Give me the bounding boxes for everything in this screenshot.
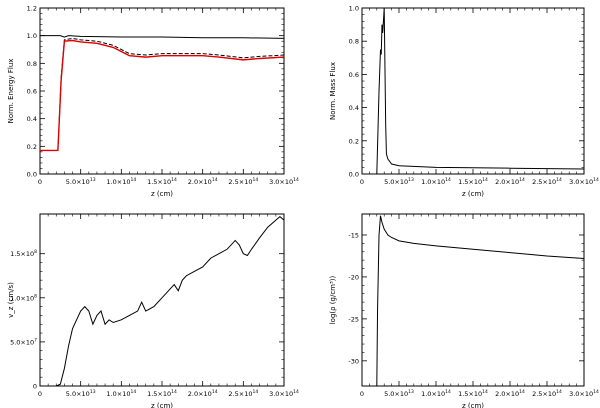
x-tick-label: 2.0×1014 (495, 177, 525, 186)
y-tick-label: 0.4 (349, 104, 359, 112)
plot-frame (361, 7, 585, 175)
series-line-3 (40, 39, 285, 152)
x-tick-label: 1.0×1014 (421, 389, 451, 398)
x-tick-label: 1.5×1014 (458, 389, 488, 398)
y-tick-label: 0.4 (27, 115, 37, 123)
x-axis-label: z (cm) (151, 402, 173, 408)
chart-panel-2: 0 5.0×1013 1.0×1014 1.5×1014 2.0×1014 2.5×101… (329, 5, 599, 199)
x-tick-label: 0 (38, 390, 42, 398)
x-tick-label: 2.0×1014 (188, 389, 218, 398)
y-axis-label: Norm. Energy Flux (7, 59, 15, 124)
series-line-1 (40, 35, 285, 39)
y-tick-label: 1.0 (349, 5, 359, 13)
y-axis-label: v_z (cm/s) (7, 282, 15, 318)
y-tick-label: 5.0×107 (10, 337, 37, 346)
series-line-1 (362, 215, 585, 387)
x-tick-label: 5.0×1013 (66, 389, 96, 398)
x-tick-label: 1.0×1014 (106, 389, 136, 398)
x-tick-label: 1.0×1014 (421, 177, 451, 186)
x-tick-label: 5.0×1013 (384, 177, 414, 186)
x-tick-label: 0 (38, 178, 42, 186)
x-tick-label: 0 (360, 178, 364, 186)
y-tick-label: -20 (348, 273, 359, 281)
series-line-1 (362, 7, 585, 175)
y-axis-label: Norm. Mass Flux (329, 62, 337, 120)
y-tick-label: -15 (348, 231, 359, 239)
plot-frame (361, 213, 585, 387)
y-tick-label: 0.8 (349, 38, 359, 46)
x-tick-label: 1.5×1014 (147, 389, 177, 398)
y-tick-label: 0 (33, 383, 37, 391)
chart-panel-3: 0 5.0×1013 1.0×1014 1.5×1014 2.0×1014 2.5×101… (7, 213, 299, 408)
y-axis-label: log(ρ (g/cm³)) (329, 275, 337, 324)
y-tick-label: -30 (348, 357, 359, 365)
y-tick-label: 1.0 (27, 32, 37, 40)
chart-panel-4: 0 5.0×1013 1.0×1014 1.5×1014 2.0×1014 2.5×101… (329, 213, 599, 408)
x-tick-label: 0 (360, 390, 364, 398)
x-tick-label: 3.0×1014 (269, 177, 299, 186)
x-tick-label: 2.5×1014 (228, 389, 258, 398)
y-tick-label: 0.2 (349, 137, 359, 145)
series-line-1 (40, 215, 285, 387)
y-tick-label: 1.0×108 (10, 293, 37, 302)
x-tick-label: 2.5×1014 (228, 177, 258, 186)
x-tick-label: 5.0×1013 (384, 389, 414, 398)
y-tick-label: 1.5×108 (10, 249, 37, 258)
x-tick-label: 5.0×1013 (66, 177, 96, 186)
x-tick-label: 3.0×1014 (269, 389, 299, 398)
chart-panel-1: 0 5.0×1013 1.0×1014 1.5×1014 2.0×1014 2.5×101… (7, 5, 299, 199)
y-tick-label: 0.6 (349, 71, 359, 79)
x-tick-label: 2.5×1014 (532, 177, 562, 186)
x-axis-label: z (cm) (151, 190, 173, 198)
plot-frame (39, 7, 285, 175)
x-axis-label: z (cm) (462, 190, 484, 198)
x-tick-label: 3.0×1014 (569, 389, 599, 398)
y-tick-label: 0.6 (27, 88, 37, 96)
x-tick-label: 2.0×1014 (188, 177, 218, 186)
y-tick-label: 0.2 (27, 143, 37, 151)
x-axis-label: z (cm) (462, 402, 484, 408)
y-tick-label: 0.8 (27, 60, 37, 68)
x-tick-label: 2.5×1014 (532, 389, 562, 398)
x-tick-label: 1.0×1014 (106, 177, 136, 186)
x-tick-label: 3.0×1014 (569, 177, 599, 186)
y-tick-label: 1.2 (27, 5, 37, 13)
y-tick-label: 0.0 (349, 171, 359, 179)
plot-frame (39, 213, 285, 387)
y-tick-label: 0.0 (27, 171, 37, 179)
y-tick-label: -25 (348, 315, 359, 323)
x-tick-label: 1.5×1014 (458, 177, 488, 186)
x-tick-label: 1.5×1014 (147, 177, 177, 186)
x-tick-label: 2.0×1014 (495, 389, 525, 398)
